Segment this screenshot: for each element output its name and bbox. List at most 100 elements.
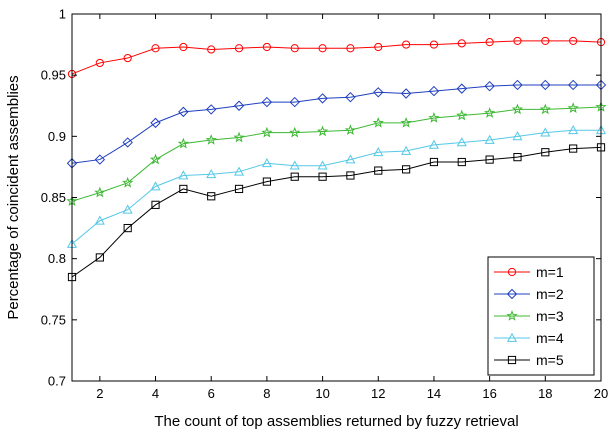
legend-label: m=2 bbox=[536, 286, 564, 302]
data-point bbox=[261, 96, 273, 108]
data-point bbox=[178, 106, 189, 118]
data-point bbox=[512, 79, 523, 91]
data-point bbox=[485, 38, 494, 47]
data-point bbox=[205, 134, 217, 145]
data-point bbox=[177, 137, 190, 149]
legend-label: m=5 bbox=[536, 352, 564, 368]
y-tick-label: 1 bbox=[59, 7, 66, 22]
x-tick-label: 12 bbox=[371, 386, 385, 401]
data-point bbox=[513, 153, 522, 162]
data-point bbox=[233, 100, 245, 111]
data-point bbox=[123, 53, 132, 63]
series-4 bbox=[66, 124, 607, 248]
legend-marker bbox=[506, 332, 518, 342]
data-point bbox=[94, 154, 106, 165]
legend-marker bbox=[507, 267, 517, 277]
data-point bbox=[484, 134, 495, 144]
plot-area bbox=[66, 36, 607, 282]
legend-item: m=3 bbox=[494, 308, 564, 324]
data-point bbox=[290, 44, 299, 53]
data-point bbox=[122, 137, 133, 148]
x-tick-label: 14 bbox=[427, 386, 441, 401]
data-point bbox=[569, 144, 578, 153]
data-point bbox=[234, 166, 245, 176]
data-point bbox=[541, 148, 550, 157]
data-point bbox=[484, 80, 495, 92]
legend-marker bbox=[506, 288, 518, 300]
data-point bbox=[207, 192, 216, 201]
x-axis-label: The count of top assemblies returned by … bbox=[154, 413, 518, 430]
y-tick-label: 0.95 bbox=[41, 68, 66, 83]
data-point bbox=[150, 117, 161, 129]
x-tick-label: 2 bbox=[96, 386, 103, 401]
data-point bbox=[540, 79, 551, 91]
data-point bbox=[316, 125, 329, 137]
data-point bbox=[207, 45, 216, 54]
data-point bbox=[428, 85, 440, 97]
x-tick-label: 20 bbox=[594, 386, 608, 401]
data-point bbox=[123, 223, 132, 233]
legend: m=1 m=2 m=3 m=4 m=5 bbox=[487, 256, 595, 376]
data-point bbox=[346, 44, 355, 53]
series-2 bbox=[66, 79, 607, 169]
data-point bbox=[373, 147, 384, 157]
axes: 2 4 6 8 10 12 14 16 18 20 0.7 0.75 0.8 0.85 0.9 0.95 1 bbox=[41, 7, 609, 402]
data-point bbox=[317, 93, 328, 104]
data-point bbox=[372, 116, 384, 128]
data-point bbox=[234, 184, 244, 194]
data-point bbox=[233, 131, 245, 143]
data-point bbox=[317, 160, 328, 170]
series-line bbox=[71, 106, 602, 202]
data-point bbox=[429, 40, 439, 49]
series-line bbox=[71, 40, 602, 75]
x-tick-label: 16 bbox=[482, 386, 496, 401]
data-point bbox=[567, 102, 579, 113]
data-point bbox=[206, 169, 217, 179]
data-point bbox=[261, 158, 272, 168]
data-point bbox=[206, 104, 217, 115]
x-tick-label: 8 bbox=[263, 386, 270, 401]
data-point bbox=[402, 165, 411, 174]
data-point bbox=[401, 145, 412, 155]
y-tick-label: 0.7 bbox=[48, 374, 66, 389]
x-tick-label: 10 bbox=[315, 386, 329, 401]
data-point bbox=[95, 58, 104, 68]
data-point bbox=[540, 127, 551, 137]
x-tick-label: 6 bbox=[208, 386, 215, 401]
legend-marker bbox=[507, 355, 517, 365]
data-point bbox=[456, 137, 467, 147]
data-point bbox=[345, 91, 356, 103]
legend-item: m=5 bbox=[494, 352, 564, 368]
data-point bbox=[151, 44, 160, 53]
series-5 bbox=[67, 143, 606, 282]
legend-marker bbox=[506, 310, 518, 321]
data-point bbox=[569, 36, 578, 46]
data-point bbox=[234, 44, 244, 53]
data-point bbox=[541, 36, 550, 46]
data-point bbox=[457, 157, 466, 167]
data-point bbox=[513, 36, 522, 46]
data-point bbox=[262, 42, 271, 52]
legend-item: m=1 bbox=[494, 264, 564, 280]
series-line bbox=[71, 146, 602, 278]
data-point bbox=[568, 124, 579, 135]
series-3 bbox=[66, 101, 607, 206]
data-point bbox=[402, 40, 411, 49]
data-point bbox=[539, 103, 551, 115]
data-point bbox=[400, 88, 412, 99]
data-point bbox=[567, 79, 579, 91]
data-point bbox=[290, 172, 299, 181]
data-point bbox=[179, 42, 188, 52]
y-tick-label: 0.9 bbox=[48, 129, 66, 144]
data-point bbox=[483, 107, 496, 118]
y-tick-label: 0.85 bbox=[41, 190, 66, 205]
data-point bbox=[179, 184, 188, 194]
data-point bbox=[151, 200, 160, 209]
y-tick-label: 0.8 bbox=[48, 251, 66, 266]
data-point bbox=[289, 160, 300, 170]
data-point bbox=[94, 186, 106, 198]
x-tick-label: 18 bbox=[538, 386, 552, 401]
data-point bbox=[456, 109, 468, 121]
x-tick-label: 4 bbox=[152, 386, 159, 401]
